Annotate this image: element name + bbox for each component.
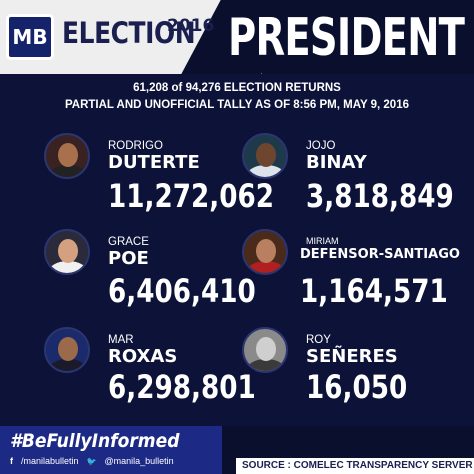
candidate-first-name: GRACE <box>108 236 149 248</box>
facebook-link[interactable]: /manilabulletin <box>21 456 79 466</box>
footer-brand-panel <box>0 426 222 474</box>
candidate-photo-poe <box>44 229 90 275</box>
returns-count: 61,208 <box>133 82 169 94</box>
candidate-last-name: BINAY <box>306 152 367 173</box>
returns-rest: of 94,276 ELECTION RETURNS <box>171 82 341 94</box>
candidate-photo-seneres <box>242 327 288 373</box>
candidate-last-name: DEFENSOR-SANTIAGO <box>300 247 460 262</box>
candidate-first-name: MAR <box>108 334 134 346</box>
candidate-votes: 6,298,801 <box>108 368 256 406</box>
twitter-link[interactable]: @manila_bulletin <box>104 456 174 466</box>
election-label: ELECTION <box>62 16 196 50</box>
candidate-votes: 6,406,410 <box>108 272 256 310</box>
candidate-last-name: SEÑERES <box>306 346 398 367</box>
candidate-votes: 11,272,062 <box>108 177 274 215</box>
header-banner: MB ELECTION 2016 PRESIDENT <box>0 0 474 74</box>
candidate-votes: 1,164,571 <box>300 272 448 310</box>
candidate-votes: 3,818,849 <box>306 177 454 215</box>
hashtag[interactable]: #BeFullyInformed <box>10 430 180 452</box>
candidate-last-name: DUTERTE <box>108 152 200 173</box>
social-links: f /manilabulletin 🐦 @manila_bulletin <box>10 456 174 466</box>
candidate-photo-roxas <box>44 327 90 373</box>
candidate-first-name: MIRIAM <box>306 236 339 246</box>
tally-status: PARTIAL AND UNOFFICIAL TALLY AS OF 8:56 … <box>64 99 409 111</box>
facebook-icon: f <box>10 456 13 466</box>
twitter-icon: 🐦 <box>86 456 97 466</box>
candidate-votes: 16,050 <box>306 368 408 406</box>
candidate-first-name: JOJO <box>306 140 336 152</box>
returns-line: 61,208 of 94,276 ELECTION RETURNS <box>0 82 474 94</box>
source-credit: SOURCE : COMELEC TRANSPARENCY SERVER <box>242 460 473 471</box>
mb-logo: MB <box>6 14 54 60</box>
candidate-first-name: RODRIGO <box>108 140 163 152</box>
candidate-photo-binay <box>242 133 288 179</box>
candidate-photo-defensor-santiago <box>242 229 288 275</box>
candidate-photo-duterte <box>44 133 90 179</box>
candidate-last-name: ROXAS <box>108 346 178 367</box>
source-box <box>236 458 474 474</box>
candidate-first-name: ROY <box>306 334 331 346</box>
page-title: PRESIDENT <box>228 8 465 68</box>
candidate-last-name: POE <box>108 248 149 269</box>
election-year: 2016 <box>167 16 215 36</box>
